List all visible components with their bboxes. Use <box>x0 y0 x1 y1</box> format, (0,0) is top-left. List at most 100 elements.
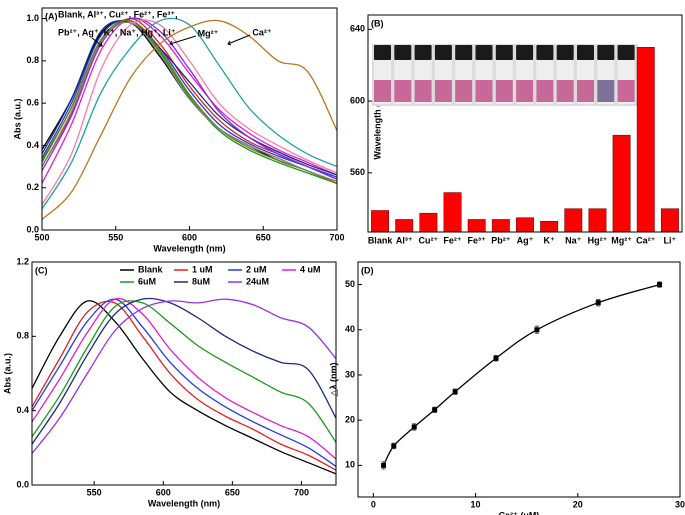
line <box>41 19 338 220</box>
x-tick-label: 30 <box>675 499 685 509</box>
x-tick-label: Li⁺ <box>664 235 677 245</box>
line <box>41 17 338 180</box>
vial-cap <box>434 45 452 60</box>
axes-frame <box>31 261 337 486</box>
x-tick-label: 10 <box>471 499 481 509</box>
x-tick-label: 650 <box>225 487 240 497</box>
vial-cap <box>495 45 513 60</box>
panel-label: (D) <box>361 265 374 275</box>
y-tick-label: 1.0 <box>26 13 39 23</box>
bar <box>660 208 679 233</box>
line <box>31 297 337 445</box>
plot-area <box>41 17 338 220</box>
inset-photo <box>372 44 638 106</box>
y-tick-label: 0.4 <box>16 405 29 415</box>
point <box>493 355 499 361</box>
panel: 0.0 0.4 0.8 1.2 550 600 650 700 Wavelength (nm) A… <box>2 256 337 508</box>
point <box>534 327 540 333</box>
panel-label: (C) <box>35 265 48 275</box>
point <box>391 443 397 449</box>
y-tick-label: 0.8 <box>26 55 39 65</box>
y-tick-label: 560 <box>350 167 365 177</box>
bar <box>588 208 607 233</box>
point <box>452 389 458 395</box>
panel-label: (B) <box>371 18 384 28</box>
panel-label: (A) <box>45 11 58 21</box>
y-tick-label: 0.8 <box>16 331 29 341</box>
vial-liquid <box>455 80 473 102</box>
y-tick-label: 0.0 <box>26 224 39 234</box>
x-tick-label: 550 <box>87 487 102 497</box>
vial-cap <box>597 45 615 60</box>
y-tick-label: 50 <box>345 279 355 289</box>
y-tick-label: 10 <box>345 460 355 470</box>
vial-cap <box>374 45 391 60</box>
bar <box>443 192 462 233</box>
bar <box>371 210 390 233</box>
point <box>411 424 417 430</box>
line <box>31 298 337 454</box>
vial-liquid <box>556 80 574 102</box>
vial-cap <box>414 45 432 60</box>
line <box>31 300 337 475</box>
plot-area <box>371 44 679 233</box>
line <box>41 19 338 178</box>
line <box>31 300 337 443</box>
annotation: Blank, Al³⁺, Cu²⁺, Fe²⁺, Fe³⁺, <box>58 9 178 19</box>
axes-frame <box>41 7 338 231</box>
vial-liquid <box>577 80 594 102</box>
line <box>41 19 338 205</box>
panel: 0.0 0.2 0.4 0.6 0.8 1.0 500 550 600 650 700 Wavelen… <box>12 7 345 253</box>
bar <box>419 212 438 233</box>
legend-label: 2 uM <box>246 264 267 274</box>
y-tick-label: 0.0 <box>16 479 29 489</box>
x-tick-label: Al³⁺ <box>396 235 413 245</box>
line <box>41 21 338 182</box>
vial-cap <box>455 45 473 60</box>
y-tick-label: 0.2 <box>26 182 39 192</box>
vial-liquid <box>374 80 391 102</box>
vial-cap <box>516 45 534 60</box>
vial-cap <box>394 45 412 60</box>
arrow <box>91 37 103 47</box>
point <box>381 462 387 468</box>
x-tick-label: 0 <box>371 499 376 509</box>
x-tick-label: 600 <box>182 232 197 242</box>
bar <box>467 219 486 233</box>
x-tick-label: Mg²⁺ <box>611 235 632 245</box>
vial-cap <box>475 45 493 60</box>
y-tick-label: 40 <box>345 324 355 334</box>
plot-area <box>31 297 337 475</box>
x-axis-label: Ca²⁺ (uM) <box>499 510 540 515</box>
bar <box>491 219 510 233</box>
line <box>41 17 338 184</box>
line <box>41 20 338 185</box>
x-tick-label: 700 <box>294 487 309 497</box>
vial-cap <box>536 45 554 60</box>
legend-label: 8uM <box>192 276 210 286</box>
vial-liquid <box>617 80 635 102</box>
x-tick-label: Ca²⁺ <box>636 235 656 245</box>
x-tick-label: K⁺ <box>544 235 555 245</box>
bar <box>516 217 534 233</box>
annotation: Ca²⁺ <box>252 27 272 37</box>
annotation: Mg²⁺ <box>198 28 219 38</box>
bar <box>612 134 631 233</box>
x-tick-label: Fe²⁺ <box>443 235 462 245</box>
line <box>41 19 338 185</box>
point <box>432 407 438 413</box>
y-tick-label: 20 <box>345 415 355 425</box>
x-tick-label: Pb²⁺ <box>491 235 510 245</box>
plot-area <box>381 281 663 470</box>
panel: 10 20 30 40 50 0 10 20 30 Ca²⁺ (uM) △λ (nm) (D) <box>328 261 685 515</box>
bar <box>540 220 559 233</box>
x-tick-label: Hg²⁺ <box>588 235 608 245</box>
x-tick-label: Na⁺ <box>565 235 582 245</box>
legend-label: Blank <box>138 264 164 274</box>
arrow <box>169 35 197 46</box>
x-tick-label: 700 <box>329 232 344 242</box>
x-tick-label: Blank <box>368 235 394 245</box>
line <box>41 20 338 176</box>
vial-cap <box>617 45 635 60</box>
